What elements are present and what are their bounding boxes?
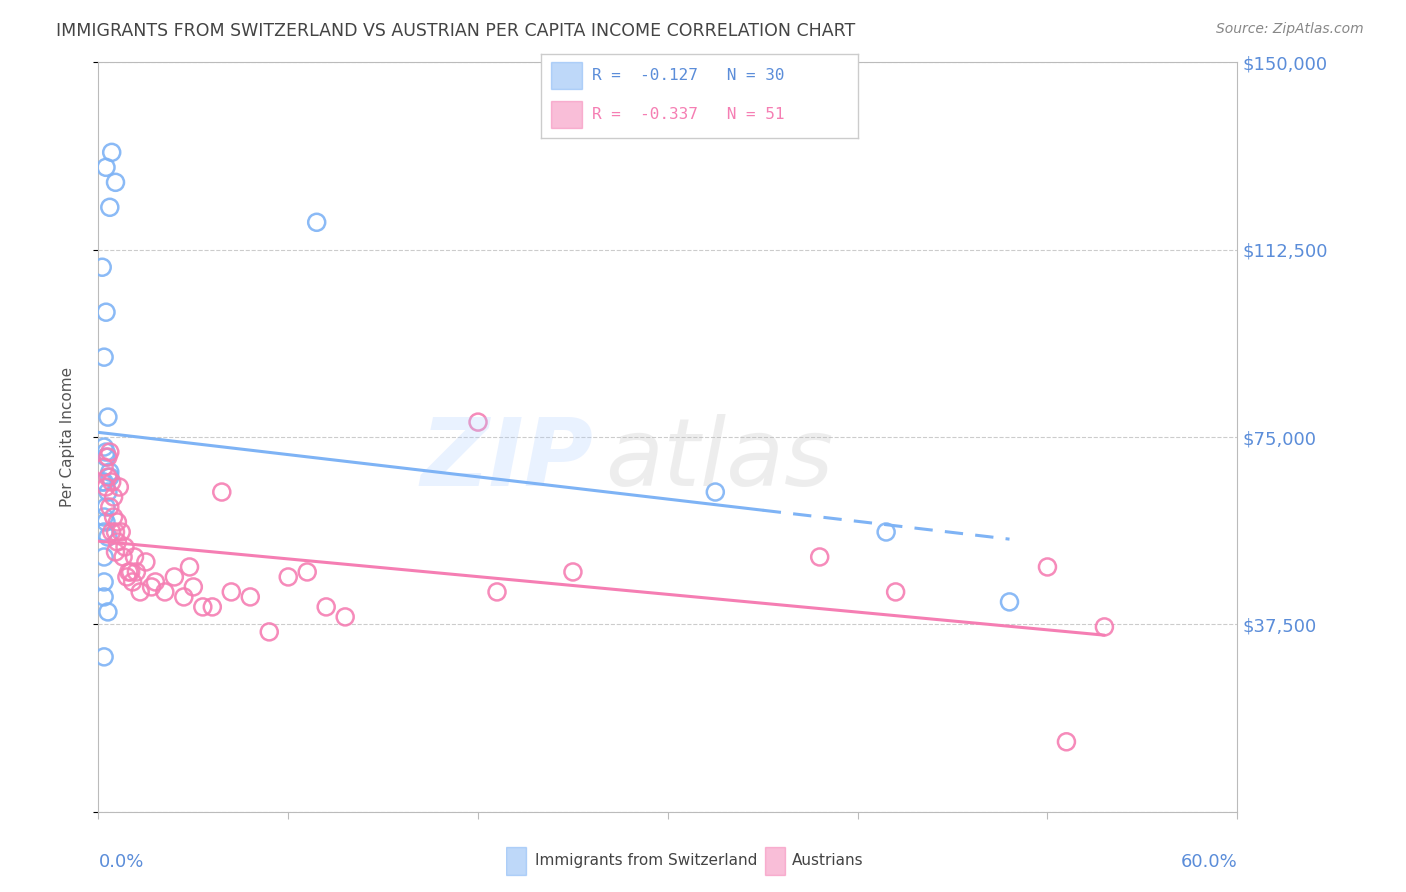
Point	[704, 485, 727, 500]
Text: Austrians: Austrians	[792, 854, 863, 868]
Point	[239, 590, 262, 604]
Text: R =  -0.127   N = 30: R = -0.127 N = 30	[592, 68, 785, 83]
Point	[1056, 735, 1078, 749]
Point	[104, 545, 127, 559]
Point	[104, 524, 127, 539]
Point	[97, 605, 120, 619]
Point	[93, 460, 115, 475]
Point	[98, 445, 121, 459]
Point	[98, 465, 121, 479]
Point	[467, 415, 489, 429]
Point	[120, 565, 142, 579]
Point	[94, 450, 117, 464]
Point	[107, 515, 129, 529]
Point	[93, 574, 115, 589]
Point	[107, 535, 129, 549]
Bar	[765, 847, 785, 875]
Point	[100, 475, 122, 489]
Point	[121, 574, 143, 589]
Point	[93, 524, 115, 539]
Point	[104, 175, 127, 189]
Bar	[551, 101, 582, 128]
Point	[163, 570, 186, 584]
Point	[118, 565, 141, 579]
Point	[183, 580, 205, 594]
Point	[562, 565, 585, 579]
Point	[115, 570, 138, 584]
Point	[297, 565, 319, 579]
Point	[103, 490, 125, 504]
Point	[808, 549, 831, 564]
Point	[315, 599, 337, 614]
Point	[1094, 620, 1116, 634]
Text: ZIP: ZIP	[420, 414, 593, 506]
Point	[97, 410, 120, 425]
Text: R =  -0.337   N = 51: R = -0.337 N = 51	[592, 107, 785, 122]
Point	[124, 549, 146, 564]
Point	[108, 480, 131, 494]
Point	[125, 565, 148, 579]
Point	[486, 585, 509, 599]
Point	[94, 480, 117, 494]
Point	[93, 590, 115, 604]
Point	[179, 560, 201, 574]
Point	[221, 585, 243, 599]
Point	[135, 555, 157, 569]
Point	[191, 599, 214, 614]
Point	[94, 445, 117, 459]
Point	[97, 470, 120, 484]
Point	[93, 350, 115, 364]
Text: Immigrants from Switzerland: Immigrants from Switzerland	[536, 854, 758, 868]
Point	[98, 200, 121, 214]
Point	[112, 549, 135, 564]
Point	[173, 590, 195, 604]
Point	[97, 450, 120, 464]
Point	[998, 595, 1021, 609]
Point	[201, 599, 224, 614]
Point	[91, 260, 114, 275]
Point	[94, 500, 117, 514]
Point	[259, 624, 281, 639]
Point	[94, 515, 117, 529]
Point	[97, 530, 120, 544]
Bar	[551, 62, 582, 89]
Point	[884, 585, 907, 599]
Bar	[506, 847, 526, 875]
Text: 0.0%: 0.0%	[98, 853, 143, 871]
Point	[98, 500, 121, 514]
Point	[875, 524, 897, 539]
Point	[141, 580, 163, 594]
Point	[129, 585, 152, 599]
Text: IMMIGRANTS FROM SWITZERLAND VS AUSTRIAN PER CAPITA INCOME CORRELATION CHART: IMMIGRANTS FROM SWITZERLAND VS AUSTRIAN …	[56, 22, 855, 40]
Point	[93, 510, 115, 524]
Point	[100, 145, 122, 160]
Point	[211, 485, 233, 500]
Point	[153, 585, 176, 599]
Point	[93, 440, 115, 454]
Point	[305, 215, 328, 229]
Point	[91, 475, 114, 489]
Point	[100, 524, 122, 539]
Point	[277, 570, 299, 584]
Point	[93, 549, 115, 564]
Point	[335, 610, 357, 624]
Point	[93, 475, 115, 489]
Point	[103, 510, 125, 524]
Point	[94, 305, 117, 319]
Point	[1036, 560, 1059, 574]
Point	[94, 161, 117, 175]
Point	[145, 574, 167, 589]
Point	[110, 524, 132, 539]
Point	[97, 485, 120, 500]
Point	[114, 540, 136, 554]
Text: 60.0%: 60.0%	[1181, 853, 1237, 871]
Point	[98, 470, 121, 484]
Text: Source: ZipAtlas.com: Source: ZipAtlas.com	[1216, 22, 1364, 37]
Point	[93, 649, 115, 664]
Y-axis label: Per Capita Income: Per Capita Income	[60, 367, 75, 508]
Text: atlas: atlas	[605, 414, 834, 505]
